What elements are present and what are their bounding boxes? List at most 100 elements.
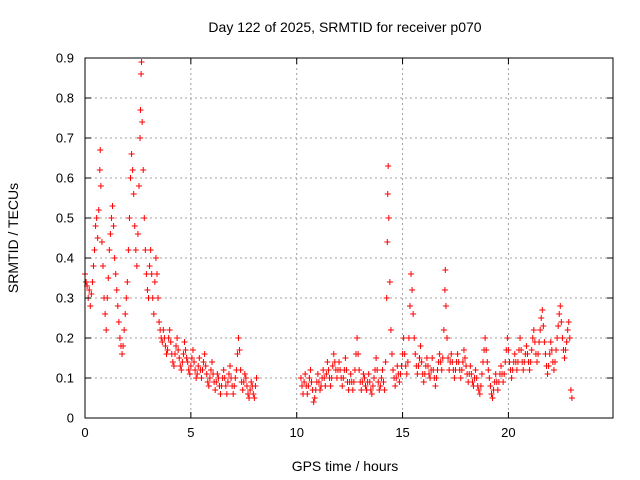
data-point bbox=[189, 347, 196, 353]
data-point bbox=[417, 343, 424, 349]
data-point bbox=[214, 371, 221, 377]
data-point bbox=[148, 271, 155, 277]
data-point bbox=[387, 327, 394, 333]
data-point bbox=[297, 375, 304, 381]
data-point bbox=[343, 367, 350, 373]
data-point bbox=[370, 375, 377, 381]
data-point bbox=[405, 335, 412, 341]
data-point bbox=[564, 327, 571, 333]
data-point bbox=[152, 255, 159, 261]
data-point bbox=[412, 351, 419, 357]
data-point bbox=[199, 367, 206, 373]
data-point bbox=[137, 107, 144, 113]
data-point bbox=[196, 355, 203, 361]
data-point bbox=[468, 371, 475, 377]
data-point bbox=[311, 395, 318, 401]
data-point bbox=[327, 383, 334, 389]
data-point bbox=[91, 247, 98, 253]
data-point bbox=[315, 379, 322, 385]
data-point bbox=[432, 383, 439, 389]
data-point bbox=[342, 355, 349, 361]
data-point bbox=[385, 163, 392, 169]
data-point bbox=[307, 367, 314, 373]
data-point bbox=[140, 167, 147, 173]
data-point bbox=[545, 363, 552, 369]
data-point bbox=[94, 235, 101, 241]
data-point bbox=[541, 339, 548, 345]
x-tick-label: 5 bbox=[187, 425, 194, 440]
data-point bbox=[170, 363, 177, 369]
data-point bbox=[451, 375, 458, 381]
data-point bbox=[325, 367, 332, 373]
data-point bbox=[247, 387, 254, 393]
data-point bbox=[111, 255, 118, 261]
data-point bbox=[137, 135, 144, 141]
x-tick-label: 10 bbox=[289, 425, 303, 440]
data-point bbox=[441, 287, 448, 293]
data-point bbox=[103, 327, 110, 333]
data-point bbox=[227, 363, 234, 369]
data-point bbox=[213, 379, 220, 385]
data-point bbox=[414, 371, 421, 377]
data-point bbox=[322, 383, 329, 389]
data-point bbox=[97, 147, 104, 153]
data-point bbox=[243, 383, 250, 389]
data-point bbox=[193, 375, 200, 381]
data-point bbox=[123, 295, 130, 301]
data-point bbox=[467, 363, 474, 369]
data-point bbox=[390, 367, 397, 373]
data-point bbox=[253, 375, 260, 381]
data-point bbox=[132, 247, 139, 253]
data-point bbox=[403, 371, 410, 377]
chart-title: Day 122 of 2025, SRMTID for receiver p07… bbox=[208, 19, 481, 35]
data-point bbox=[472, 367, 479, 373]
data-point bbox=[191, 359, 198, 365]
data-point bbox=[314, 371, 321, 377]
data-point bbox=[540, 323, 547, 329]
data-point bbox=[201, 351, 208, 357]
points-layer bbox=[82, 59, 575, 405]
data-point bbox=[234, 351, 241, 357]
data-point bbox=[535, 351, 542, 357]
data-point bbox=[554, 335, 561, 341]
data-point bbox=[164, 347, 171, 353]
data-point bbox=[486, 375, 493, 381]
data-point bbox=[523, 343, 530, 349]
data-point bbox=[505, 347, 512, 353]
data-point bbox=[565, 319, 572, 325]
data-point bbox=[165, 335, 172, 341]
data-point bbox=[155, 295, 162, 301]
data-point bbox=[437, 359, 444, 365]
data-point bbox=[304, 391, 311, 397]
data-point bbox=[366, 379, 373, 385]
y-tick-label: 0.8 bbox=[56, 91, 74, 106]
data-point bbox=[350, 379, 357, 385]
x-tick-label: 0 bbox=[81, 425, 88, 440]
data-point bbox=[139, 119, 146, 125]
data-point bbox=[420, 379, 427, 385]
data-point bbox=[86, 287, 93, 293]
tick-layer: 0 5 10 15 20 0 0.1 0.2 0.3 0.4 0.5 0.6 0.7 0.8 0.9 bbox=[56, 51, 613, 440]
data-point bbox=[508, 375, 515, 381]
y-axis-label: SRMTID / TECUs bbox=[5, 183, 21, 293]
data-point bbox=[176, 355, 183, 361]
data-point bbox=[416, 355, 423, 361]
data-point bbox=[328, 375, 335, 381]
data-point bbox=[539, 307, 546, 313]
data-point bbox=[308, 379, 315, 385]
plot-frame bbox=[84, 57, 614, 419]
data-point bbox=[212, 387, 219, 393]
data-point bbox=[347, 371, 354, 377]
data-point bbox=[112, 271, 119, 277]
data-point bbox=[528, 347, 535, 353]
data-point bbox=[144, 287, 151, 293]
data-point bbox=[108, 215, 115, 221]
data-point bbox=[147, 247, 154, 253]
data-point bbox=[369, 383, 376, 389]
y-tick-label: 0 bbox=[67, 411, 74, 426]
data-point bbox=[562, 347, 569, 353]
data-point bbox=[83, 279, 90, 285]
data-point bbox=[306, 375, 313, 381]
data-point bbox=[183, 355, 190, 361]
y-tick-label: 0.3 bbox=[56, 291, 74, 306]
